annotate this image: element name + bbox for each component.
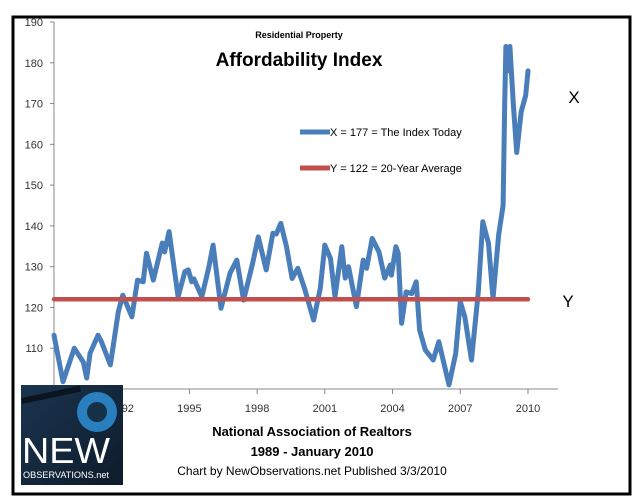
- y-tick-label: 140: [25, 221, 43, 233]
- y-tick-label: 190: [25, 17, 43, 29]
- axes: 1901801701601501401301201101001992199519…: [25, 17, 558, 415]
- x-tick-label: 2001: [313, 403, 337, 415]
- x-tick-label: 2007: [448, 403, 472, 415]
- y-tick-label: 130: [25, 262, 43, 274]
- y-tick-label: 150: [25, 180, 43, 192]
- x-tick-label: 1998: [245, 403, 269, 415]
- y-tick-label: 160: [25, 139, 43, 151]
- legend-label-index: X = 177 = The Index Today: [330, 127, 462, 139]
- annotation-y: Y: [562, 292, 573, 311]
- y-tick-label: 110: [25, 343, 43, 355]
- chart-title: Affordability Index: [216, 50, 383, 71]
- chart-supertitle: Residential Property: [255, 30, 343, 40]
- y-tick-label: 120: [25, 302, 43, 314]
- logo: NEW OBSERVATIONS.net: [21, 385, 123, 485]
- x-tick-label: 2004: [380, 403, 404, 415]
- x-axis-title-line1: National Association of Realtors: [212, 424, 412, 439]
- x-tick-label: 1995: [177, 403, 201, 415]
- x-axis-title-line2: 1989 - January 2010: [251, 444, 374, 459]
- series-line-index: [51, 44, 531, 388]
- legend-label-average: Y = 122 = 20-Year Average: [330, 163, 462, 175]
- legend: X = 177 = The Index Today Y = 122 = 20-Y…: [300, 127, 462, 175]
- series-layer: [51, 44, 531, 388]
- y-tick-label: 180: [25, 58, 43, 70]
- annotation-x: X: [568, 88, 579, 107]
- x-tick-label: 2010: [516, 403, 540, 415]
- chart-credit: Chart by NewObservations.net Published 3…: [177, 464, 447, 478]
- y-tick-label: 170: [25, 99, 43, 111]
- logo-observations: OBSERVATIONS.net: [23, 470, 110, 480]
- logo-new: NEW: [22, 430, 110, 471]
